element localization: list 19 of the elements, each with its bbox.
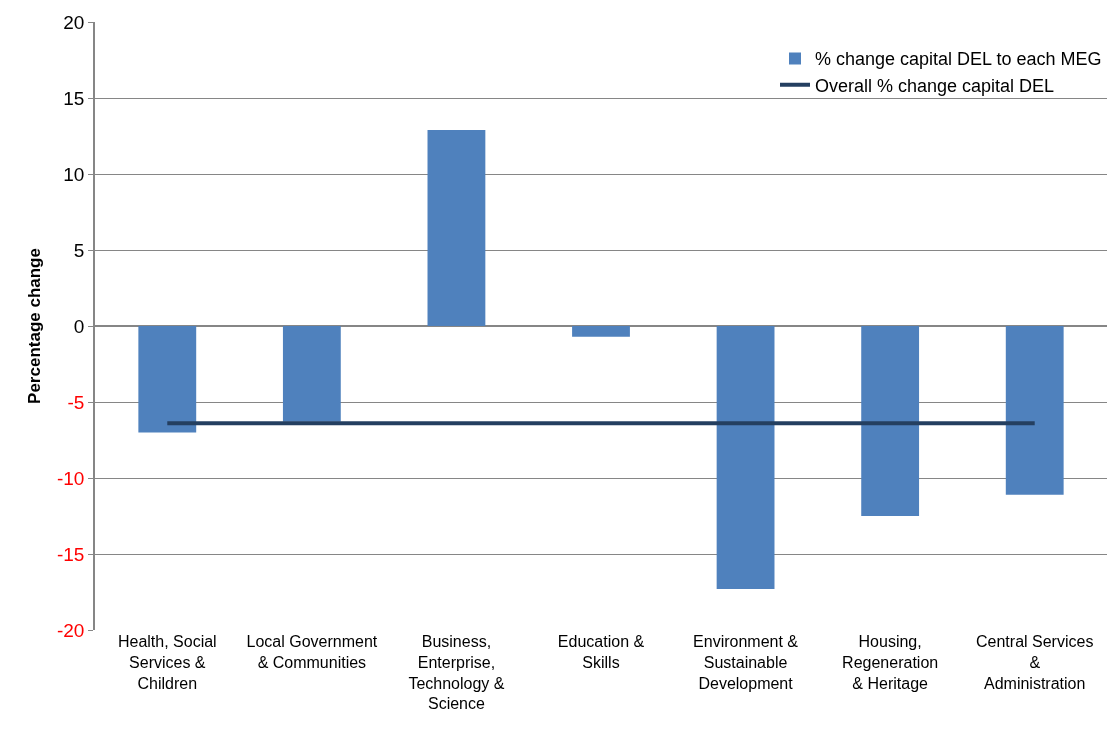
x-tick-label: Environment & Sustainable Development (693, 633, 799, 692)
y-axis-title: Percentage change (25, 248, 45, 404)
y-tick-label: -5 (67, 391, 85, 413)
x-tick-label: Central Services & Administration (976, 633, 1094, 692)
x-tick-label: Business, Enterprise, Technology & Science (408, 633, 505, 713)
x-tick-label: Education & Skills (557, 633, 645, 671)
y-tick-label: 10 (63, 163, 85, 185)
y-tick-label: 0 (73, 315, 85, 337)
legend-label: Overall % change capital DEL (815, 75, 1055, 96)
y-tick-label: -10 (56, 467, 85, 489)
x-tick-label: Health, Social Services & Children (117, 633, 217, 692)
y-tick-label: 15 (63, 87, 85, 109)
x-tick-label: Local Government & Communities (246, 633, 378, 671)
y-tick-label: 20 (63, 11, 85, 33)
legend-label: % change capital DEL to each MEG (815, 49, 1102, 70)
y-tick-label: -15 (56, 543, 85, 565)
y-tick-label: -20 (56, 619, 85, 641)
x-tick-label: Housing, Regeneration & Heritage (842, 633, 939, 692)
y-tick-label: 5 (73, 239, 85, 261)
